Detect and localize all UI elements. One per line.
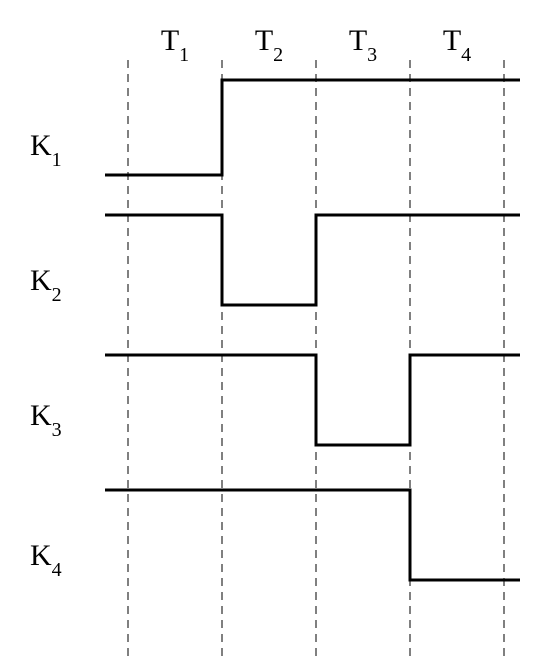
timing-diagram: T1T2T3T4K1K2K3K4 <box>0 0 537 666</box>
